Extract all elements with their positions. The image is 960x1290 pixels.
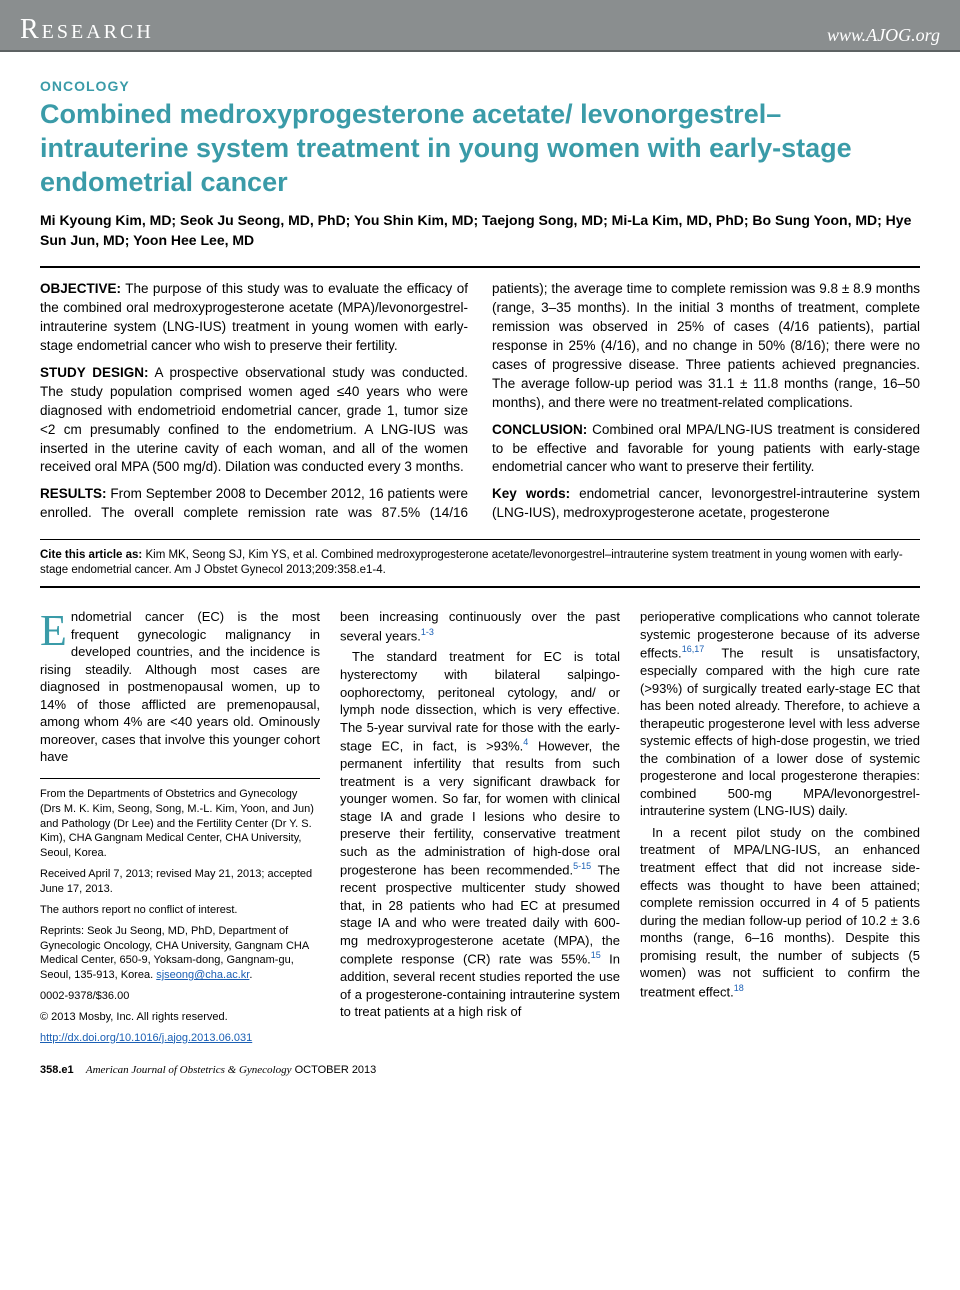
abstract-keywords: Key words: endometrial cancer, levonorge… [492, 485, 920, 523]
abstract-objective: OBJECTIVE: The purpose of this study was… [40, 280, 468, 356]
header-divider [0, 50, 960, 52]
doi-link[interactable]: http://dx.doi.org/10.1016/j.ajog.2013.06… [40, 1032, 252, 1044]
design-label: STUDY DESIGN: [40, 365, 149, 380]
affiliations-box: From the Departments of Obstetrics and G… [40, 778, 320, 1046]
affil-copyright: © 2013 Mosby, Inc. All rights reserved. [40, 1010, 320, 1025]
ref-1-3[interactable]: 1-3 [421, 627, 434, 637]
article-title: Combined medroxyprogesterone acetate/ le… [40, 98, 920, 199]
corresponding-email-link[interactable]: sjseong@cha.ac.kr [156, 969, 249, 981]
body-para-4: perioperative complications who cannot t… [640, 608, 920, 820]
section-heading: Research [20, 14, 154, 46]
page-footer: 358.e1 American Journal of Obstetrics & … [0, 1056, 960, 1096]
keywords-label: Key words: [492, 486, 570, 501]
affil-reprints: Reprints: Seok Ju Seong, MD, PhD, Depart… [40, 924, 320, 983]
dropcap: E [40, 608, 71, 649]
abstract-box: OBJECTIVE: The purpose of this study was… [40, 266, 920, 540]
conclusion-label: CONCLUSION: [492, 422, 587, 437]
journal-name: American Journal of Obstetrics & Gynecol… [86, 1064, 292, 1076]
body-para-1: Endometrial cancer (EC) is the most freq… [40, 608, 320, 766]
page-number: 358.e1 [40, 1064, 74, 1076]
cite-label: Cite this article as: [40, 549, 145, 561]
results-label: RESULTS: [40, 486, 107, 501]
citation-box: Cite this article as: Kim MK, Seong SJ, … [40, 540, 920, 588]
issue-date: OCTOBER 2013 [295, 1064, 377, 1076]
affil-issn: 0002-9378/$36.00 [40, 989, 320, 1004]
body-para-2: been increasing continuously over the pa… [340, 608, 620, 644]
ref-15[interactable]: 15 [591, 950, 601, 960]
affil-dates: Received April 7, 2013; revised May 21, … [40, 867, 320, 897]
journal-header-bar: Research www.AJOG.org [0, 0, 960, 50]
affil-conflict: The authors report no conflict of intere… [40, 903, 320, 918]
affil-departments: From the Departments of Obstetrics and G… [40, 787, 320, 861]
ref-18[interactable]: 18 [734, 983, 744, 993]
section-label: ONCOLOGY [40, 78, 920, 94]
ref-5-15[interactable]: 5-15 [573, 861, 591, 871]
objective-label: OBJECTIVE: [40, 281, 121, 296]
cite-text: Kim MK, Seong SJ, Kim YS, et al. Combine… [40, 549, 903, 576]
authors-list: Mi Kyoung Kim, MD; Seok Ju Seong, MD, Ph… [40, 211, 920, 250]
article-body: Endometrial cancer (EC) is the most freq… [40, 608, 920, 1046]
body-para-5: In a recent pilot study on the combined … [640, 824, 920, 1001]
ref-16-17[interactable]: 16,17 [682, 644, 705, 654]
body-para-3: The standard treatment for EC is total h… [340, 648, 620, 1020]
affil-doi: http://dx.doi.org/10.1016/j.ajog.2013.06… [40, 1031, 320, 1046]
abstract-design: STUDY DESIGN: A prospective observationa… [40, 364, 468, 477]
abstract-conclusion: CONCLUSION: Combined oral MPA/LNG-IUS tr… [492, 421, 920, 478]
article-content: ONCOLOGY Combined medroxyprogesterone ac… [0, 58, 960, 1056]
journal-url: www.AJOG.org [827, 25, 940, 46]
